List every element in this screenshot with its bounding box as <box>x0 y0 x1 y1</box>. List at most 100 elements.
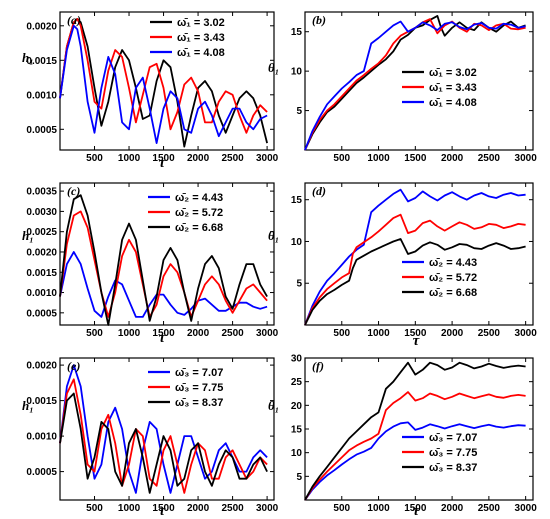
x-tick-label: 500 <box>333 153 350 164</box>
x-tick-label: 2000 <box>441 328 464 339</box>
x-tick-label: 3000 <box>256 153 279 164</box>
series-line-1 <box>304 18 526 151</box>
x-tick-label: 1500 <box>152 153 175 164</box>
y-tick-label: 10 <box>291 67 303 78</box>
series-line-1 <box>304 391 526 501</box>
x-tick-label: 2500 <box>221 153 244 164</box>
y-axis-label: h₁ <box>22 50 34 65</box>
panel-tag: (a) <box>67 13 81 27</box>
series-line-2 <box>304 361 526 501</box>
y-tick-label: 15 <box>291 27 303 38</box>
panel-b: 5 10 15 500 1000 1500 2000 2500 3000 ω̄₁ = 3.02 ω̄… <box>268 11 538 164</box>
panel-c: 0.0005 0.0010 0.0015 0.0020 0.0025 0.0030 0.00… <box>22 182 279 346</box>
y-tick-label: 0.0010 <box>26 432 57 443</box>
y-tick-label: 0.0030 <box>26 207 57 218</box>
x-tick-label: 2000 <box>187 153 210 164</box>
y-tick-label: 0.0015 <box>26 56 57 67</box>
y-tick-label: 0.0005 <box>26 467 57 478</box>
legend-label: ω̄₁ = 4.08 <box>177 47 225 59</box>
y-axis-label: θ₁ <box>268 60 279 75</box>
x-tick-label: 1000 <box>367 153 390 164</box>
x-tick-label: 3000 <box>515 153 538 164</box>
legend-label: ω̄₃ = 8.37 <box>429 462 477 474</box>
x-tick-label: 1500 <box>152 503 175 514</box>
panel-f: 5 10 15 20 25 30 500 1000 1500 2000 2500 3000 ω̄₃ = … <box>268 354 537 519</box>
series-line-2 <box>304 20 526 151</box>
x-tick-label: 500 <box>86 153 103 164</box>
x-tick-label: 3000 <box>515 328 538 339</box>
panel-tag: (c) <box>67 184 80 198</box>
y-tick-label: 0.0020 <box>26 247 57 258</box>
series-line-1 <box>59 17 268 134</box>
series-line-1 <box>59 210 268 318</box>
series-line-2 <box>304 238 526 326</box>
x-tick-label: 2500 <box>478 328 501 339</box>
legend-label: ω̄₁ = 3.43 <box>177 32 225 44</box>
plot-frame <box>304 11 534 151</box>
x-tick-label: 1000 <box>367 503 390 514</box>
panel-d: 5 10 15 500 1000 1500 2000 2500 3000 ω̄₂ = 4.43 ω̄… <box>268 182 538 349</box>
y-tick-label: 10 <box>291 237 303 248</box>
x-tick-label: 2000 <box>441 153 464 164</box>
x-tick-label: 500 <box>333 328 350 339</box>
legend-label: ω̄₂ = 5.72 <box>175 207 223 219</box>
y-axis-label: θ₁ <box>268 228 279 243</box>
series-line-0 <box>304 188 526 326</box>
plot-frame <box>59 182 275 326</box>
y-tick-label: 0.0025 <box>26 227 57 238</box>
y-tick-label: 30 <box>291 354 303 365</box>
x-axis-label: τ <box>159 503 167 519</box>
x-axis-label: τ <box>159 155 167 171</box>
x-tick-label: 1500 <box>404 328 427 339</box>
x-tick-label: 500 <box>86 503 103 514</box>
y-tick-label: 15 <box>291 195 303 206</box>
x-axis-label: τ <box>413 333 421 349</box>
y-tick-label: 25 <box>291 377 303 388</box>
x-tick-label: 2500 <box>221 328 244 339</box>
legend-label: ω̄₁ = 3.02 <box>177 17 225 29</box>
legend-label: ω̄₂ = 4.43 <box>175 192 223 204</box>
series-line-2 <box>59 24 268 145</box>
x-tick-label: 1500 <box>404 153 427 164</box>
y-tick-label: 5 <box>296 472 302 483</box>
x-tick-label: 2000 <box>441 503 464 514</box>
y-axis-label: h₁ <box>22 228 34 243</box>
x-axis-label: τ <box>413 503 421 519</box>
legend-label: ω̄₃ = 7.75 <box>429 447 477 459</box>
y-tick-label: 0.0015 <box>26 396 57 407</box>
x-tick-label: 2500 <box>478 503 501 514</box>
y-tick-label: 0.0010 <box>26 288 57 299</box>
series-line-0 <box>304 421 526 501</box>
x-tick-label: 1500 <box>404 503 427 514</box>
plot-frame <box>59 357 275 501</box>
series-line-0 <box>304 14 526 151</box>
y-tick-label: 0.0020 <box>26 361 57 372</box>
x-tick-label: 1500 <box>152 328 175 339</box>
y-tick-label: 5 <box>296 106 302 117</box>
legend-label: ω̄₂ = 5.72 <box>429 272 477 284</box>
series-line-2 <box>59 392 268 494</box>
x-tick-label: 1000 <box>118 503 141 514</box>
x-tick-label: 3000 <box>256 328 279 339</box>
legend-label: ω̄₁ = 3.02 <box>429 67 477 79</box>
legend-label: ω̄₂ = 6.68 <box>429 287 477 299</box>
legend-label: ω̄₃ = 7.07 <box>175 367 223 379</box>
y-tick-label: 0.0005 <box>26 308 57 319</box>
x-axis-label: τ <box>159 330 167 346</box>
y-axis-label: h₁ <box>22 398 34 413</box>
y-tick-label: 0.0035 <box>26 187 57 198</box>
x-tick-label: 2500 <box>478 153 501 164</box>
x-tick-label: 1000 <box>367 328 390 339</box>
series-line-2 <box>59 194 268 326</box>
legend-label: ω̄₁ = 4.08 <box>429 97 477 109</box>
series-line-0 <box>59 364 268 494</box>
legend-label: ω̄₁ = 3.43 <box>429 82 477 94</box>
legend-label: ω̄₃ = 7.07 <box>429 432 477 444</box>
y-tick-label: 0.0005 <box>26 125 57 136</box>
panel-tag: (e) <box>67 359 80 373</box>
x-tick-label: 2000 <box>187 503 210 514</box>
panel-e: 0.0005 0.0010 0.0015 0.0020 500 1000 1500 2000 2… <box>22 357 279 519</box>
y-tick-label: 0.0010 <box>26 90 57 101</box>
series-line-1 <box>304 213 526 326</box>
